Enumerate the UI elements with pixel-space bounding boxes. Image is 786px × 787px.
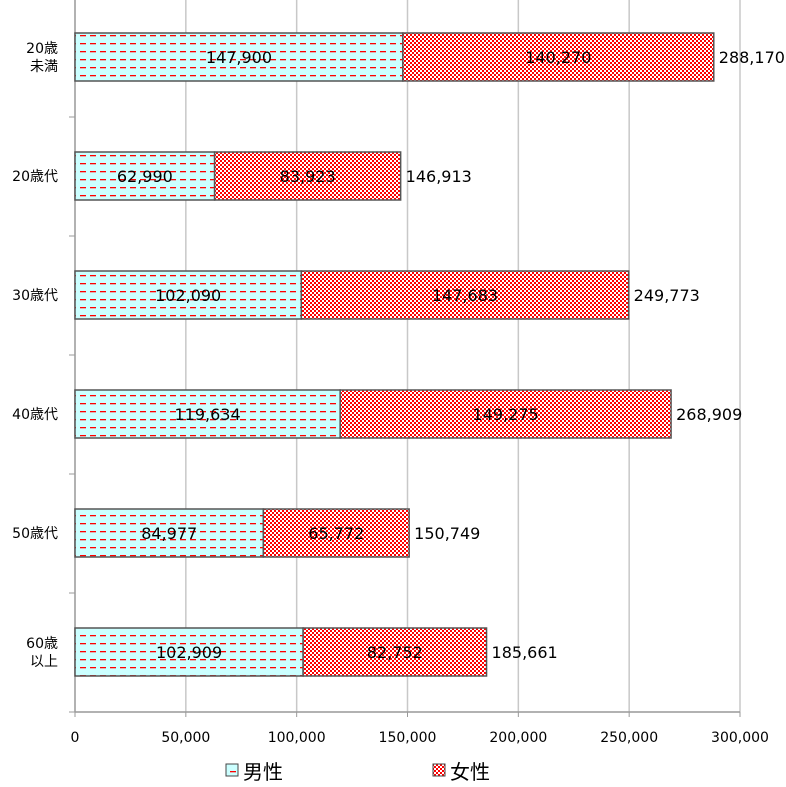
x-tick-label: 200,000 bbox=[489, 730, 547, 746]
x-tick-label: 300,000 bbox=[711, 730, 769, 746]
data-label: 147,683 bbox=[432, 286, 498, 305]
bar-male bbox=[74, 627, 304, 677]
category-label: 以上 bbox=[30, 654, 58, 670]
x-tick-label: 250,000 bbox=[600, 730, 658, 746]
legend-label-male: 男性 bbox=[243, 760, 283, 784]
data-label: 84,977 bbox=[141, 524, 197, 543]
data-label: 82,752 bbox=[367, 643, 423, 662]
data-label: 147,900 bbox=[206, 48, 272, 67]
total-label: 249,773 bbox=[634, 286, 700, 305]
data-label: 149,275 bbox=[473, 405, 539, 424]
data-label: 102,090 bbox=[155, 286, 221, 305]
bar-male bbox=[74, 270, 303, 320]
data-label: 102,909 bbox=[156, 643, 222, 662]
total-label: 268,909 bbox=[676, 405, 742, 424]
data-label: 140,270 bbox=[525, 48, 591, 67]
bar-female bbox=[262, 508, 410, 558]
legend-swatch-male bbox=[225, 763, 239, 777]
total-label: 288,170 bbox=[719, 48, 785, 67]
category-label: 50歳代 bbox=[12, 526, 58, 542]
bar-female bbox=[300, 270, 630, 320]
category-label: 未満 bbox=[30, 59, 58, 75]
x-tick-label: 150,000 bbox=[379, 730, 437, 746]
bar-female bbox=[213, 151, 402, 201]
data-label: 62,990 bbox=[117, 167, 173, 186]
legend-swatch-female bbox=[432, 763, 446, 777]
total-label: 146,913 bbox=[406, 167, 472, 186]
data-label: 65,772 bbox=[308, 524, 364, 543]
bar-male bbox=[74, 508, 265, 558]
bar-female bbox=[402, 32, 715, 82]
bar-female bbox=[302, 627, 488, 677]
category-label: 20歳 bbox=[26, 41, 58, 57]
category-label: 30歳代 bbox=[12, 288, 58, 304]
total-label: 150,749 bbox=[414, 524, 480, 543]
data-label: 119,634 bbox=[175, 405, 241, 424]
x-tick-label: 100,000 bbox=[268, 730, 326, 746]
category-label: 60歳 bbox=[26, 636, 58, 652]
legend-label-female: 女性 bbox=[450, 760, 490, 784]
bar-male bbox=[74, 151, 216, 201]
category-label: 40歳代 bbox=[12, 407, 58, 423]
x-tick-label: 50,000 bbox=[161, 730, 210, 746]
x-tick-label: 0 bbox=[71, 730, 80, 746]
bar-female bbox=[339, 389, 672, 439]
data-label: 83,923 bbox=[280, 167, 336, 186]
category-label: 20歳代 bbox=[12, 169, 58, 185]
total-label: 185,661 bbox=[492, 643, 558, 662]
